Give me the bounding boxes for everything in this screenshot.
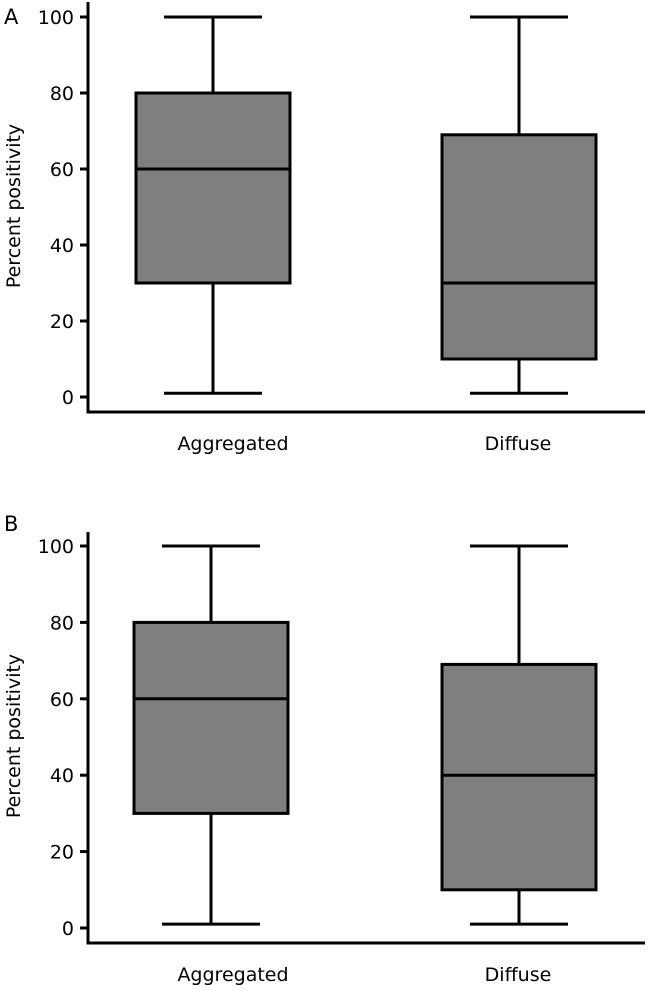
panel-label: A xyxy=(4,5,19,29)
y-axis-label: Percent positivity xyxy=(3,654,25,818)
category-label-aggregated: Aggregated xyxy=(177,433,288,455)
category-label-diffuse: Diffuse xyxy=(485,964,552,986)
y-ticks: 0 20 40 60 80 100 xyxy=(38,536,88,940)
y-tick-label: 100 xyxy=(38,7,74,29)
boxes xyxy=(132,544,598,926)
y-tick-label: 60 xyxy=(50,689,74,711)
y-ticks: 0 20 40 60 80 100 xyxy=(38,7,88,409)
category-label-aggregated: Aggregated xyxy=(177,964,288,986)
y-tick-label: 40 xyxy=(50,235,74,257)
axis-lines xyxy=(86,532,645,945)
y-tick-label: 20 xyxy=(50,311,74,333)
iqr-box xyxy=(132,620,290,815)
panel-a: A Percent positivity 0 20 40 60 80 100 Aggreg… xyxy=(3,2,645,455)
y-tick-label: 80 xyxy=(50,83,74,105)
box-aggregated xyxy=(134,15,292,395)
boxes xyxy=(134,15,598,395)
iqr-box xyxy=(134,91,292,285)
iqr-box xyxy=(440,662,598,892)
panel-b: B Percent positivity 0 20 40 60 80 100 Aggreg… xyxy=(3,512,645,986)
axis-lines xyxy=(86,2,645,414)
box-aggregated xyxy=(132,544,290,926)
y-axis-label: Percent positivity xyxy=(3,124,25,288)
y-tick-label: 80 xyxy=(50,612,74,634)
y-tick-label: 0 xyxy=(62,387,74,409)
category-label-diffuse: Diffuse xyxy=(485,433,552,455)
iqr-box xyxy=(440,133,598,361)
y-tick-label: 40 xyxy=(50,765,74,787)
panel-label: B xyxy=(4,512,18,536)
box-diffuse xyxy=(440,544,598,926)
y-tick-label: 0 xyxy=(62,918,74,940)
y-tick-label: 20 xyxy=(50,842,74,864)
y-tick-label: 100 xyxy=(38,536,74,558)
box-diffuse xyxy=(440,15,598,395)
y-tick-label: 60 xyxy=(50,159,74,181)
